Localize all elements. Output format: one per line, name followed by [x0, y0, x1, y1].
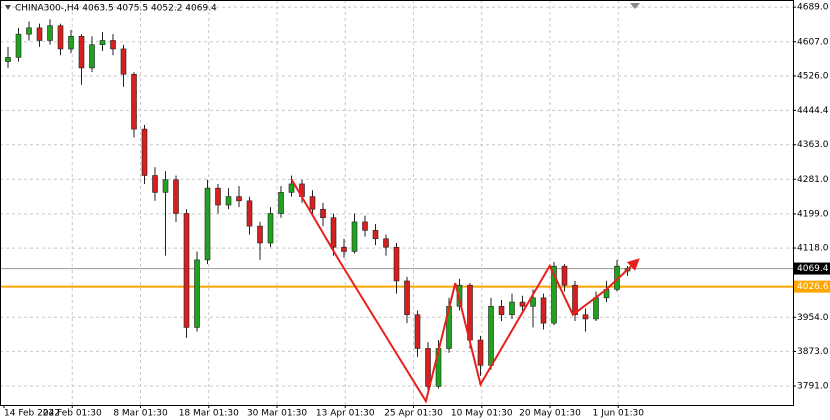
candle-body — [173, 179, 179, 214]
x-tick-label: 10 May 01:30 — [451, 409, 513, 419]
x-tick-label: 13 Apr 01:30 — [316, 409, 375, 419]
candle-body — [26, 27, 32, 35]
candle-body — [215, 187, 221, 206]
candle-body — [5, 57, 11, 62]
x-tick-label: 30 Mar 01:30 — [247, 409, 307, 419]
x-tick-label: 14 Feb 2022 — [4, 409, 60, 419]
y-tick-label: 3791.0 — [797, 382, 829, 392]
candle-body — [561, 265, 568, 286]
candle-body — [362, 221, 368, 231]
candle-body — [36, 27, 43, 41]
trend-zigzag — [290, 178, 640, 404]
candle-body — [278, 192, 284, 214]
y-tick-label: 4281.0 — [797, 175, 829, 185]
candle-body — [15, 33, 22, 58]
x-tick-label: 8 Mar 01:30 — [113, 409, 168, 419]
candle-body — [488, 305, 494, 366]
candle-body — [152, 175, 158, 193]
candle-body — [582, 314, 589, 320]
candle-body — [257, 225, 263, 244]
price-label: 4069.4 — [797, 264, 829, 274]
candle-body — [288, 183, 295, 193]
y-tick-label: 4689.0 — [797, 3, 829, 13]
candle-body — [404, 280, 410, 316]
symbol-icon — [5, 5, 11, 10]
candle-body — [131, 73, 137, 130]
candle-body — [267, 213, 274, 244]
candle-body — [551, 265, 557, 324]
chart-title: CHINA300-,H4 4063.5 4075.5 4052.2 4069.4 — [15, 4, 217, 14]
candle-body — [120, 48, 127, 75]
candle-body — [320, 208, 326, 218]
candle-body — [110, 40, 116, 50]
candle-body — [530, 297, 536, 307]
candle-body — [225, 196, 232, 206]
y-tick-label: 3954.0 — [797, 313, 829, 323]
candle-body — [572, 284, 578, 316]
x-tick-label: 24 Feb 01:30 — [43, 409, 102, 419]
candle-body — [477, 339, 484, 366]
y-tick-label: 3873.0 — [797, 347, 829, 357]
x-tick-label: 25 Apr 01:30 — [384, 409, 443, 419]
candle-body — [183, 213, 190, 328]
plot-frame — [0, 0, 794, 406]
candle-body — [57, 25, 64, 50]
candle-body — [99, 40, 106, 46]
candle-body — [89, 44, 95, 69]
candle-body — [78, 35, 85, 69]
candle-body — [509, 301, 515, 316]
candle-body — [519, 301, 526, 307]
candle-body — [341, 246, 347, 252]
candle-body — [68, 35, 74, 50]
candle-body — [309, 196, 316, 210]
shift-icon — [630, 3, 640, 9]
grid — [0, 0, 793, 405]
y-tick-label: 4607.0 — [797, 37, 829, 47]
price-label: 4026.6 — [797, 282, 829, 292]
candle-body — [236, 196, 242, 202]
candle-body — [47, 25, 53, 41]
candle-body — [194, 259, 200, 328]
x-tick-label: 20 May 01:30 — [519, 409, 581, 419]
candle-body — [330, 217, 337, 248]
candle-body — [162, 179, 169, 193]
price-label-box — [794, 262, 830, 275]
x-tick-label: 1 Jun 01:30 — [593, 409, 645, 419]
candle-body — [414, 314, 421, 349]
candle-body — [383, 238, 389, 248]
plot — [0, 19, 793, 404]
candle-body — [540, 297, 547, 324]
candle-body — [498, 305, 505, 316]
candle-body — [593, 297, 599, 320]
candle-body — [204, 187, 211, 261]
y-tick-label: 4363.0 — [797, 140, 829, 150]
candle-body — [141, 128, 148, 176]
candle-body — [246, 200, 253, 227]
x-tick-label: 18 Mar 01:30 — [179, 409, 239, 419]
y-tick-label: 4199.0 — [797, 209, 829, 219]
candle-body — [425, 348, 431, 387]
y-tick-label: 4526.0 — [797, 71, 829, 81]
candle-body — [456, 284, 463, 307]
y-tick-label: 4118.0 — [797, 244, 829, 254]
candle-body — [372, 230, 379, 240]
candle-body — [393, 246, 400, 282]
price-label-box — [794, 280, 830, 293]
candle-body — [351, 221, 358, 252]
y-tick-label: 4444.4 — [797, 106, 829, 116]
